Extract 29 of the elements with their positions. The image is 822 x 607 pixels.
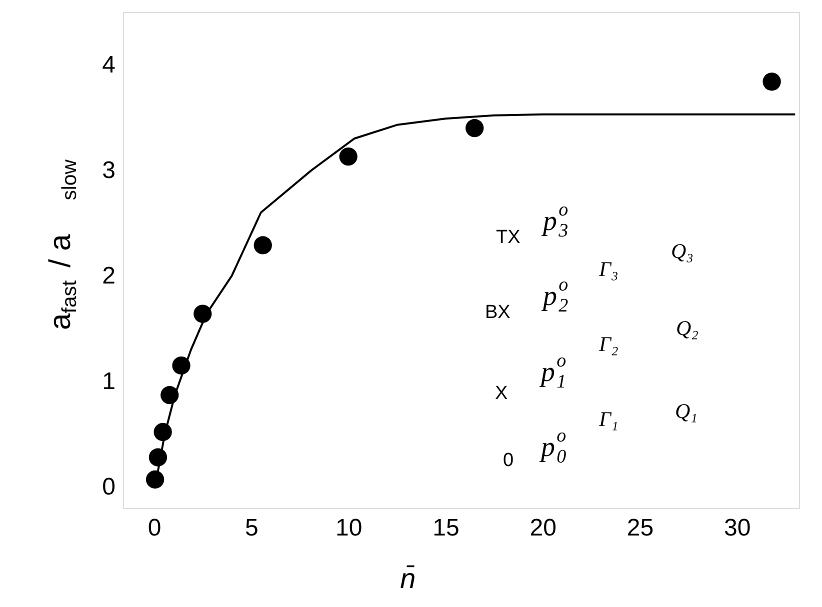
x-tick-label: 0: [148, 514, 162, 542]
y-tick-label: 0: [102, 473, 116, 500]
annotation: Q₂: [676, 316, 698, 340]
annotation: Γ₃: [598, 257, 618, 281]
y-tick-label: 2: [102, 262, 116, 290]
x-tick-label: 5: [245, 514, 258, 542]
x-tick-label: 30: [724, 514, 751, 542]
annotation: Γ₂: [598, 332, 618, 356]
point: [146, 470, 164, 489]
y-axis-title: afast / aslow: [44, 159, 81, 330]
point: [466, 119, 484, 138]
x-tick-label: 10: [335, 514, 362, 542]
point: [762, 72, 781, 91]
point: [254, 236, 272, 254]
x-axis-title: n̄: [400, 563, 416, 594]
x-tick-label: 15: [432, 514, 460, 542]
annotation: Γ₁: [598, 407, 618, 431]
annotation: Q₃: [671, 239, 694, 263]
annotation: TX: [496, 227, 521, 248]
annotation: X: [495, 383, 508, 404]
annotation: Q₁: [675, 399, 698, 423]
y-tick-label: 4: [102, 51, 116, 78]
y-tick-label: 3: [102, 156, 116, 184]
annotation: 0: [503, 450, 514, 471]
point: [339, 148, 358, 166]
annotation: BX: [485, 302, 511, 323]
x-tick-label: 25: [626, 514, 654, 542]
y-tick-label: 1: [102, 368, 116, 395]
x-tick-label: 20: [530, 514, 556, 542]
